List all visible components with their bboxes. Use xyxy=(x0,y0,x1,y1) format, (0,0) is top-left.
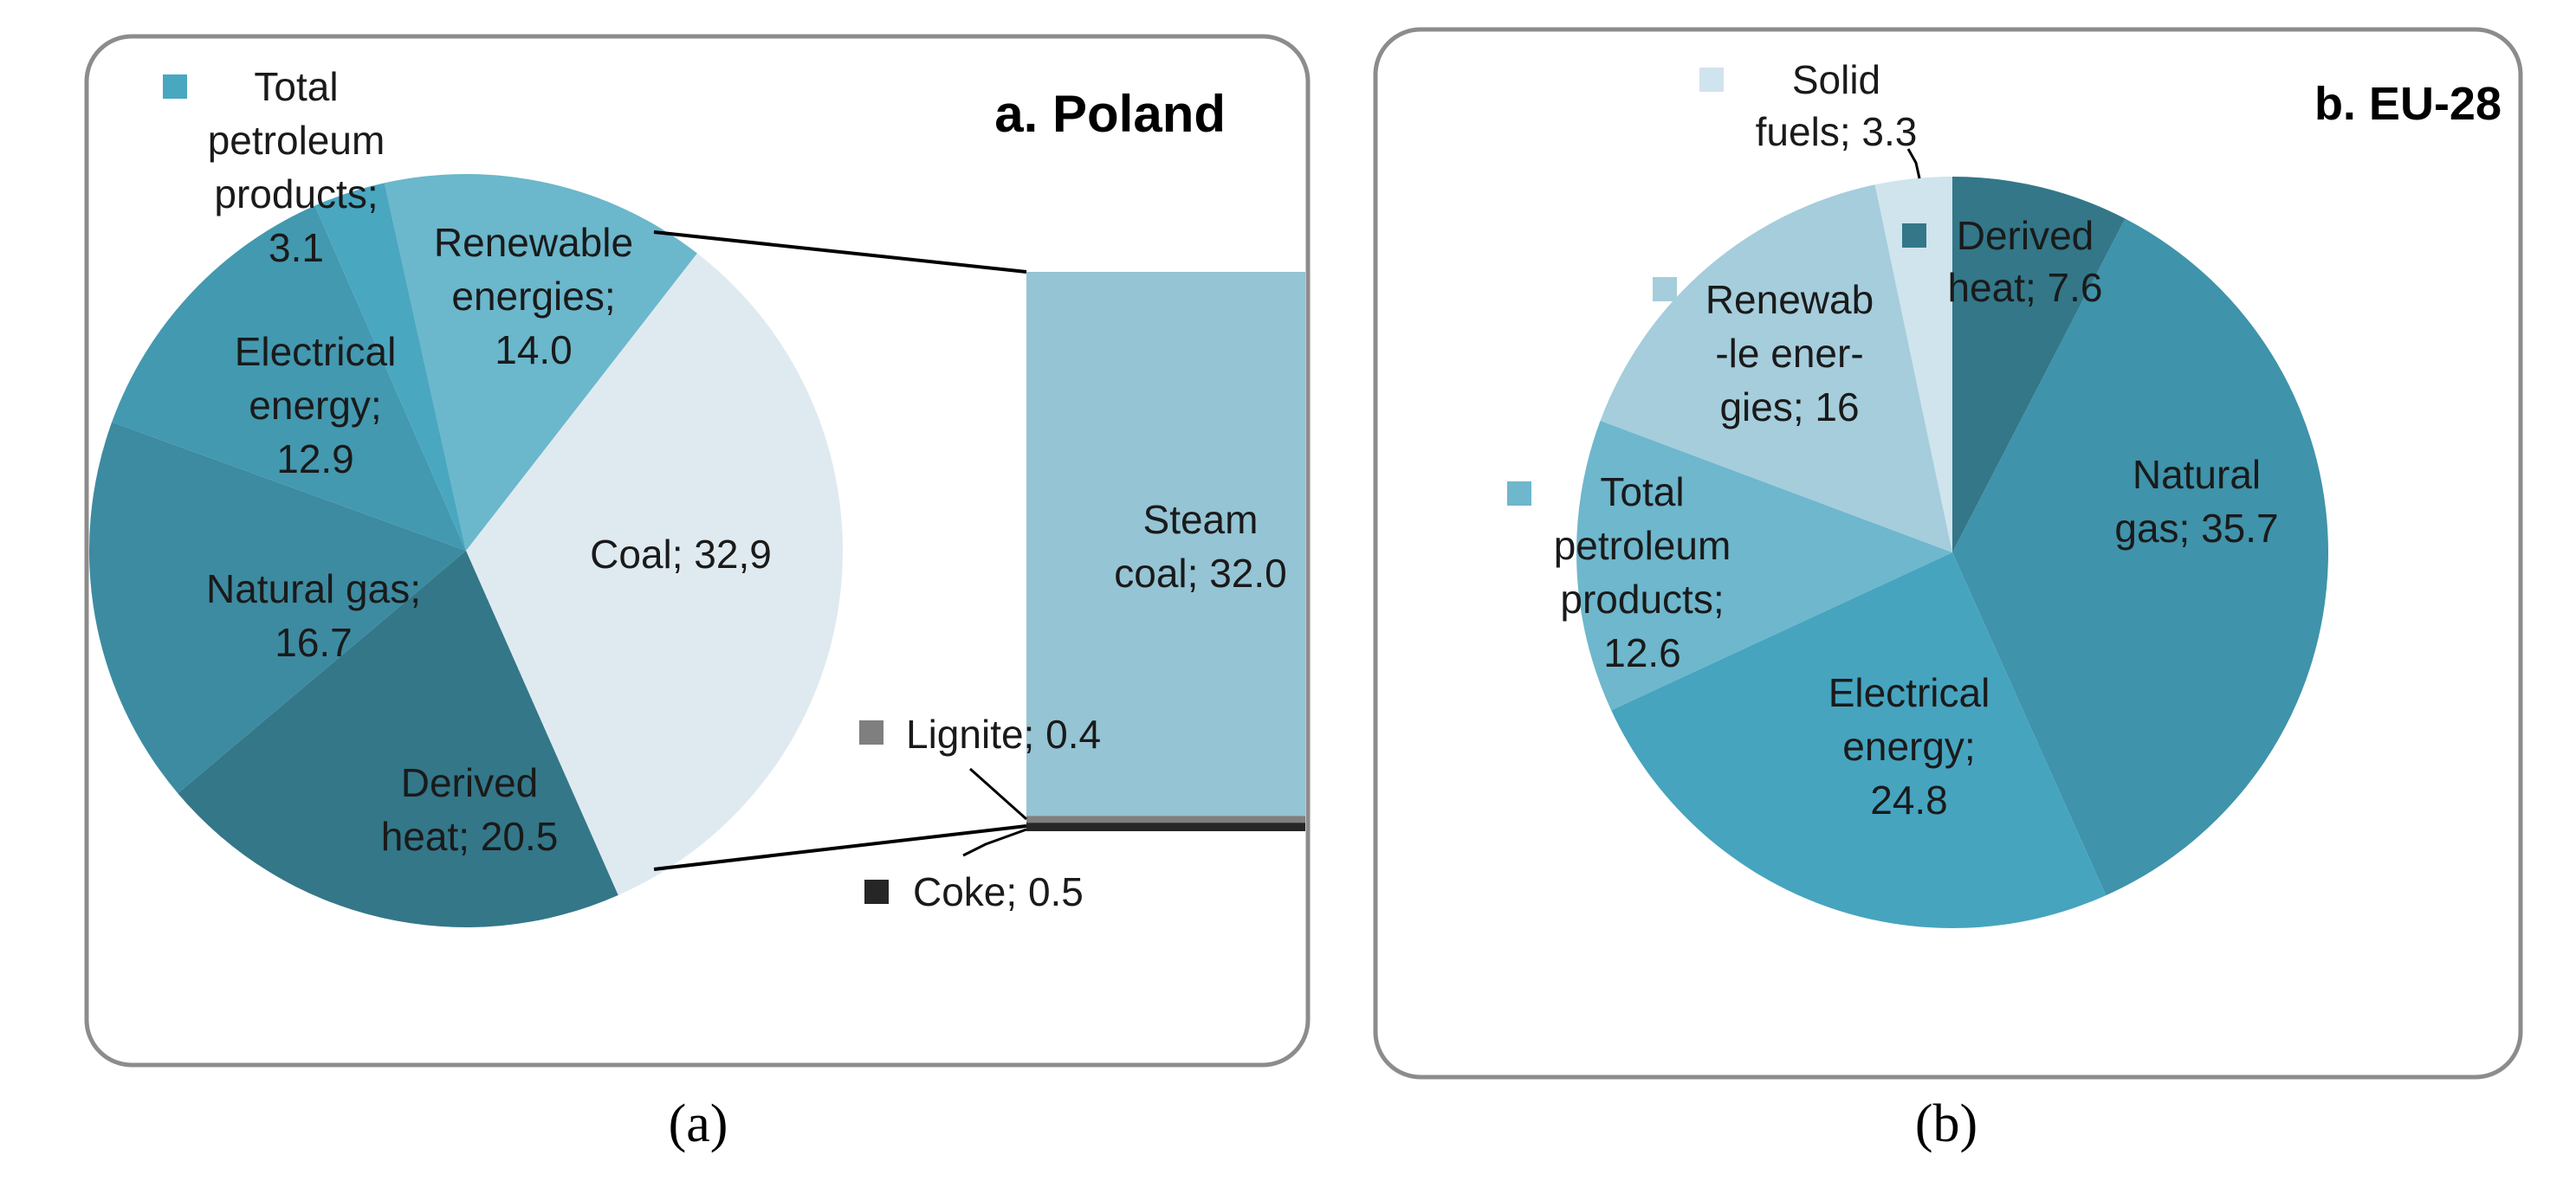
label-petroleum-b-line: 12.6 xyxy=(1603,630,1681,675)
label-lignite: Lignite; 0.4 xyxy=(906,712,1101,757)
label-gas-a: Natural gas; 16.7 xyxy=(206,566,421,665)
label-petroleum-b-line: petroleum xyxy=(1554,523,1731,568)
label-renewable-a: Renewable energies; 14.0 xyxy=(434,220,633,372)
chart-title-poland: a. Poland xyxy=(994,85,1226,143)
label-renewable-b-line: -le ener- xyxy=(1715,331,1863,376)
eu28-slice-natural-gas xyxy=(1952,218,2328,896)
label-coke: Coke; 0.5 xyxy=(913,869,1084,914)
label-renewable-b: Renewab -le ener-gies; 16 xyxy=(1705,277,1874,429)
label-solid-b: Solid fuels; 3.3 xyxy=(1756,57,1918,154)
label-petroleum-b-line: Total xyxy=(1600,469,1684,514)
legend-marker-petroleum-a xyxy=(163,74,187,99)
label-petroleum-a-line: products; xyxy=(214,171,378,216)
poland-slice-derived-heat xyxy=(178,551,618,928)
label-heat-a: Derived heat; 20.5 xyxy=(381,760,559,859)
label-solid-b-line: Solid xyxy=(1792,57,1880,102)
eu28-slice-total-petroleum-products xyxy=(1576,420,1952,711)
label-gas-b: Natural gas; 35.7 xyxy=(2114,452,2278,551)
legend-marker-renewable xyxy=(1653,277,1677,301)
label-steam-a-line: coal; 32.0 xyxy=(1114,551,1286,596)
label-coal-a-line: Coal; 32,9 xyxy=(590,532,772,577)
poland-slice-electrical-energy xyxy=(112,205,466,551)
leader-lines-a xyxy=(962,767,1027,857)
labels-poland: Total petroleum products; 3.1 Renewable energ… xyxy=(163,64,1287,914)
label-renewable-a-line: 14.0 xyxy=(495,327,573,372)
legend-marker-petroleum-b xyxy=(1507,481,1531,506)
poland-slice-total-petroleum-products xyxy=(314,183,466,551)
caption-b: (b) xyxy=(1915,1094,1977,1153)
breakout-connectors xyxy=(653,230,1027,871)
label-coke-line: Coke; 0.5 xyxy=(913,869,1084,914)
label-renewable-a-line: Renewable xyxy=(434,220,633,265)
label-petroleum-a: Total petroleum products; 3.1 xyxy=(208,64,385,270)
eu28-slice-solid-fuels xyxy=(1874,177,1952,552)
poland-slice-natural-gas xyxy=(88,422,466,794)
connector-top xyxy=(653,230,1027,274)
label-renewable-b-line: Renewab xyxy=(1705,277,1874,322)
label-electrical-b-line: energy; xyxy=(1842,724,1975,769)
label-heat-a-line: Derived xyxy=(401,760,539,805)
breakout-bar-lignite xyxy=(1026,816,1305,823)
label-petroleum-b-line: products; xyxy=(1560,577,1724,622)
legend-marker-solid-fuels xyxy=(1699,68,1724,92)
label-coal-a: Coal; 32,9 xyxy=(590,532,772,577)
label-petroleum-a-line: Total xyxy=(254,64,338,109)
label-renewable-a-line: energies; xyxy=(451,274,615,319)
legend-marker-lignite xyxy=(859,720,883,745)
eu28-slice-derived-heat xyxy=(1952,177,2126,552)
label-heat-b: Derived heat; 7.6 xyxy=(1947,213,2102,310)
pie-chart-poland xyxy=(88,174,843,928)
legend-marker-derived-heat xyxy=(1902,223,1926,248)
label-petroleum-a-line: 3.1 xyxy=(269,225,324,270)
eu28-slice-electrical-energy xyxy=(1611,552,2107,929)
label-gas-a-line: 16.7 xyxy=(275,620,353,665)
coke-leader xyxy=(962,828,1027,857)
label-renewable-b-line: gies; 16 xyxy=(1719,384,1859,429)
label-gas-a-line: Natural gas; xyxy=(206,566,421,611)
caption-a: (a) xyxy=(669,1094,728,1153)
coal-breakout-bar xyxy=(1026,272,1305,831)
connector-bottom xyxy=(653,824,1027,871)
breakout-bar-coke xyxy=(1026,823,1305,831)
label-gas-b-line: gas; 35.7 xyxy=(2114,506,2278,551)
label-steam-a: Steam coal; 32.0 xyxy=(1114,497,1286,596)
label-steam-a-line: Steam xyxy=(1143,497,1259,542)
label-electrical-a-line: 12.9 xyxy=(276,436,354,481)
solid-fuels-leader xyxy=(1906,148,1921,179)
label-electrical-a-line: Electrical xyxy=(235,329,397,374)
label-electrical-a: Electrical energy; 12.9 xyxy=(235,329,397,481)
label-electrical-a-line: energy; xyxy=(249,383,381,428)
label-heat-b-line: Derived xyxy=(1957,213,2094,258)
label-lignite-line: Lignite; 0.4 xyxy=(906,712,1101,757)
label-solid-b-line: fuels; 3.3 xyxy=(1756,109,1918,154)
label-electrical-b-line: Electrical xyxy=(1828,670,1990,715)
poland-slice-coal xyxy=(466,253,843,895)
lignite-leader xyxy=(969,767,1027,821)
label-electrical-b: Electrical energy; 24.8 xyxy=(1828,670,1990,823)
poland-slice-renewable-energies xyxy=(384,174,697,551)
label-heat-a-line: heat; 20.5 xyxy=(381,814,559,859)
label-electrical-b-line: 24.8 xyxy=(1870,778,1948,823)
label-petroleum-b: Total petroleum products; 12.6 xyxy=(1554,469,1731,675)
pie-chart-eu28 xyxy=(1576,177,2328,929)
label-heat-b-line: heat; 7.6 xyxy=(1947,265,2102,310)
labels-eu28: Solid fuels; 3.3 Derived heat; 7.6 Renewab -l… xyxy=(1507,57,2279,823)
label-petroleum-a-line: petroleum xyxy=(208,118,385,163)
chart-title-eu28: b. EU-28 xyxy=(2314,78,2502,130)
breakout-bar-steam-coal xyxy=(1026,272,1305,816)
eu28-slice-renewable-energies xyxy=(1600,184,1952,553)
legend-marker-coke xyxy=(864,880,889,904)
label-gas-b-line: Natural xyxy=(2133,452,2261,497)
